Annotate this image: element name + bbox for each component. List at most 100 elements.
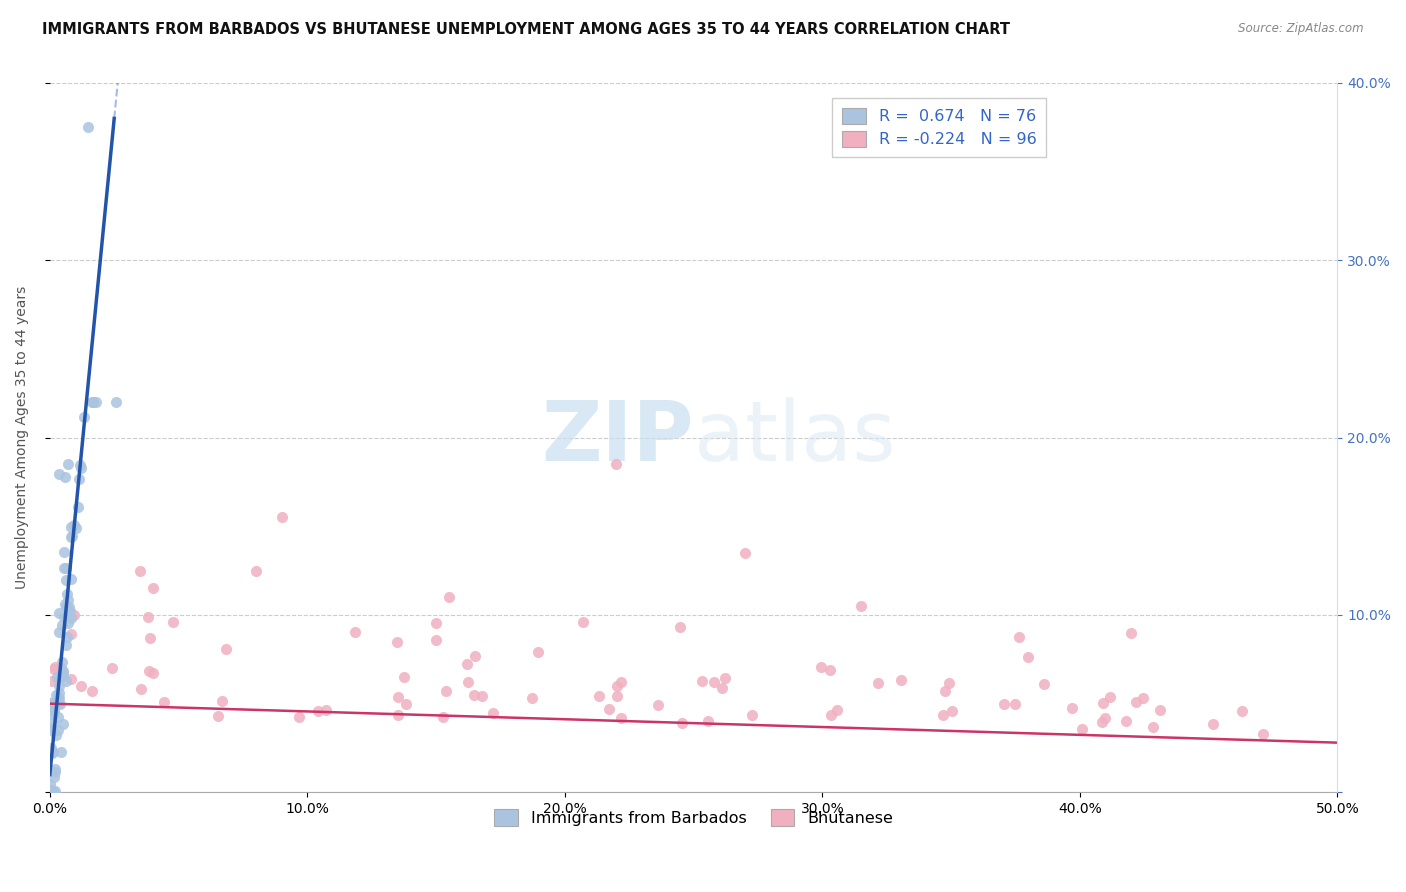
Point: [48, 606, 70, 620]
Point: [1033, 677, 1056, 691]
Point: [588, 689, 610, 703]
Point: [471, 690, 494, 704]
Point: [52, 610, 75, 624]
Point: [41, 746, 63, 760]
Point: [39, 723, 62, 738]
Point: [606, 689, 628, 703]
Point: [59, 573, 82, 587]
Point: [934, 684, 956, 698]
Point: [49, 745, 72, 759]
Point: [55, 630, 77, 644]
Point: [1230, 705, 1253, 719]
Point: [527, 645, 550, 659]
Point: [387, 708, 409, 723]
Point: [818, 663, 841, 677]
Point: [849, 599, 872, 613]
Point: [77, 120, 100, 135]
Point: [697, 714, 720, 728]
Point: [162, 615, 184, 629]
Point: [129, 564, 152, 578]
Point: [48, 690, 70, 705]
Point: [55, 638, 77, 652]
Point: [55, 673, 77, 688]
Point: [44, 704, 66, 718]
Point: [1004, 697, 1026, 711]
Point: [890, 673, 912, 687]
Point: [46, 696, 69, 710]
Point: [46, 670, 69, 684]
Point: [42, 662, 65, 676]
Point: [60, 529, 83, 543]
Point: [938, 676, 960, 690]
Point: [59, 604, 82, 618]
Point: [647, 698, 669, 713]
Point: [138, 664, 160, 678]
Point: [315, 703, 337, 717]
Legend: Immigrants from Barbados, Bhutanese: Immigrants from Barbados, Bhutanese: [486, 801, 901, 834]
Point: [48, 625, 70, 640]
Point: [142, 666, 165, 681]
Point: [245, 564, 267, 578]
Point: [1115, 714, 1137, 728]
Point: [671, 716, 693, 731]
Point: [1251, 727, 1274, 741]
Point: [932, 708, 955, 723]
Point: [609, 675, 631, 690]
Point: [51, 661, 73, 675]
Point: [131, 682, 153, 697]
Point: [866, 676, 889, 690]
Point: [820, 707, 842, 722]
Point: [73, 409, 96, 424]
Text: ZIP: ZIP: [541, 397, 693, 478]
Point: [136, 610, 159, 624]
Point: [104, 395, 127, 409]
Point: [434, 683, 457, 698]
Point: [48, 723, 70, 738]
Point: [56, 457, 79, 471]
Point: [53, 597, 76, 611]
Point: [714, 671, 737, 685]
Point: [610, 711, 633, 725]
Point: [53, 469, 76, 483]
Point: [45, 728, 67, 742]
Point: [464, 648, 486, 663]
Point: [207, 708, 229, 723]
Point: [42, 770, 65, 784]
Point: [288, 710, 311, 724]
Point: [52, 665, 75, 679]
Point: [394, 670, 416, 684]
Point: [1121, 625, 1143, 640]
Point: [46, 690, 69, 705]
Point: [55, 573, 77, 587]
Point: [41, 783, 63, 797]
Point: [572, 615, 595, 629]
Point: [153, 695, 176, 709]
Point: [82, 395, 104, 409]
Point: [51, 655, 73, 669]
Point: [41, 722, 63, 736]
Point: [993, 697, 1015, 711]
Point: [690, 673, 713, 688]
Point: [52, 665, 75, 680]
Point: [307, 704, 329, 718]
Point: [270, 510, 292, 524]
Point: [44, 762, 66, 776]
Point: [1062, 701, 1084, 715]
Point: [741, 708, 763, 723]
Point: [211, 694, 233, 708]
Point: [48, 697, 70, 711]
Point: [80, 395, 103, 409]
Point: [1091, 696, 1114, 710]
Point: [60, 520, 83, 534]
Point: [734, 546, 756, 560]
Point: [63, 517, 86, 532]
Point: [49, 668, 72, 682]
Point: [605, 457, 627, 471]
Point: [395, 697, 418, 711]
Point: [52, 717, 75, 731]
Y-axis label: Unemployment Among Ages 35 to 44 years: Unemployment Among Ages 35 to 44 years: [15, 286, 30, 590]
Point: [53, 561, 76, 575]
Point: [387, 690, 409, 704]
Point: [142, 582, 165, 596]
Point: [51, 618, 73, 632]
